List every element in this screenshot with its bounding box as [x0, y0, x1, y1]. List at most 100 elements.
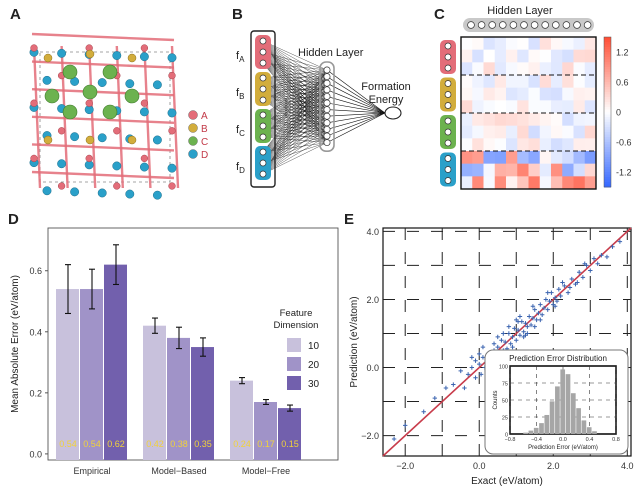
hidden-node [323, 112, 331, 120]
atom-c [82, 84, 98, 100]
hidden-node [573, 21, 581, 29]
ellipsis-dot [285, 109, 287, 111]
connection [262, 129, 328, 164]
heatmap-cell [494, 49, 507, 63]
heatmap-cell [506, 100, 518, 114]
data-point [547, 298, 552, 304]
heatmap-cell [584, 138, 597, 152]
atom-a [140, 154, 149, 163]
input-node [259, 170, 267, 178]
data-point [582, 261, 587, 266]
atom-d [97, 188, 107, 198]
feature-label-sub: C [239, 129, 245, 138]
heatmap-cell [539, 87, 552, 101]
connection [262, 122, 328, 175]
data-point [502, 339, 508, 345]
histogram-bar [549, 401, 555, 434]
atom-c [44, 88, 60, 104]
heatmap-cell [551, 138, 563, 152]
colorbar-step [604, 162, 611, 165]
heatmap-cell [506, 87, 518, 101]
connection [262, 89, 328, 138]
x-tick-label: 4.0 [621, 461, 634, 471]
hidden-node [323, 125, 331, 133]
histogram-bar [586, 427, 592, 434]
row-node [444, 53, 452, 61]
colorbar-step [604, 79, 611, 83]
bar-10-0 [56, 289, 79, 460]
connection [262, 135, 328, 153]
atom-c [124, 88, 140, 104]
hidden-node [541, 21, 549, 29]
heatmap-cell [573, 75, 586, 88]
row-node [444, 155, 452, 162]
connection [262, 77, 328, 117]
panel-e-label: E [344, 211, 355, 228]
panel-c-heatmap: Hidden Layer 1.2 0.6 0 -0.6 -1.2 [440, 5, 632, 190]
colorbar-step [604, 104, 611, 108]
heatmap-cell [494, 125, 507, 139]
input-node [259, 133, 267, 141]
legend-swatch-30 [287, 376, 301, 390]
atom-a [168, 127, 176, 135]
atom-d [167, 108, 177, 118]
ellipsis-dot [285, 116, 287, 118]
heatmap-cell [551, 37, 563, 50]
atom-a [57, 182, 66, 190]
heatmap-cell [461, 151, 473, 164]
connection [262, 76, 328, 164]
data-point [591, 256, 597, 261]
hidden-node [488, 21, 496, 29]
row-node [444, 42, 452, 50]
connection [262, 69, 328, 101]
heatmap-cell [528, 62, 541, 76]
data-point [477, 361, 482, 367]
data-point [562, 283, 567, 289]
connection [262, 88, 328, 130]
y-axis-label: Prediction (eV/atom) [349, 296, 360, 387]
atom-a [85, 99, 93, 107]
feature-label-main: f [236, 87, 240, 99]
data-point [519, 319, 525, 324]
hidden-node [323, 106, 331, 114]
legend-label-10: 10 [308, 341, 320, 352]
heatmap-cell [551, 62, 563, 76]
connection [262, 76, 328, 127]
heatmap-cell [539, 125, 552, 139]
colorbar-step [604, 102, 611, 105]
heatmap-cell [483, 151, 496, 164]
heatmap-cell [461, 37, 473, 50]
connection [262, 99, 328, 137]
data-point [491, 341, 497, 346]
heatmap-cell [494, 100, 507, 114]
connection [262, 116, 328, 175]
histogram-bar [570, 393, 576, 434]
legend-dot-c [188, 136, 198, 146]
heatmap-cell [551, 113, 563, 126]
output-connection [326, 112, 386, 124]
heatmap-cell [528, 87, 541, 101]
y-tick-label: 0.4 [29, 327, 42, 337]
inset-x-tick: 0.8 [612, 437, 620, 443]
feature-row-blocks [440, 40, 456, 187]
colorbar-step [604, 69, 611, 73]
heatmap-cell [494, 151, 507, 164]
data-point [514, 338, 519, 343]
colorbar-step [604, 137, 611, 140]
connection [262, 77, 328, 110]
input-node [259, 48, 267, 56]
y-tick-label: 4.0 [366, 227, 379, 237]
hidden-node [323, 139, 331, 147]
data-point [554, 298, 560, 304]
connection [262, 69, 328, 79]
heatmap-cell [551, 176, 563, 190]
output-node [384, 106, 402, 120]
heatmap-cell [573, 113, 586, 126]
atom-b [43, 53, 53, 63]
bar-value-label: 0.54 [83, 439, 101, 449]
heatmap-cell [573, 138, 586, 152]
output-connection [326, 82, 386, 114]
data-point [567, 285, 573, 290]
